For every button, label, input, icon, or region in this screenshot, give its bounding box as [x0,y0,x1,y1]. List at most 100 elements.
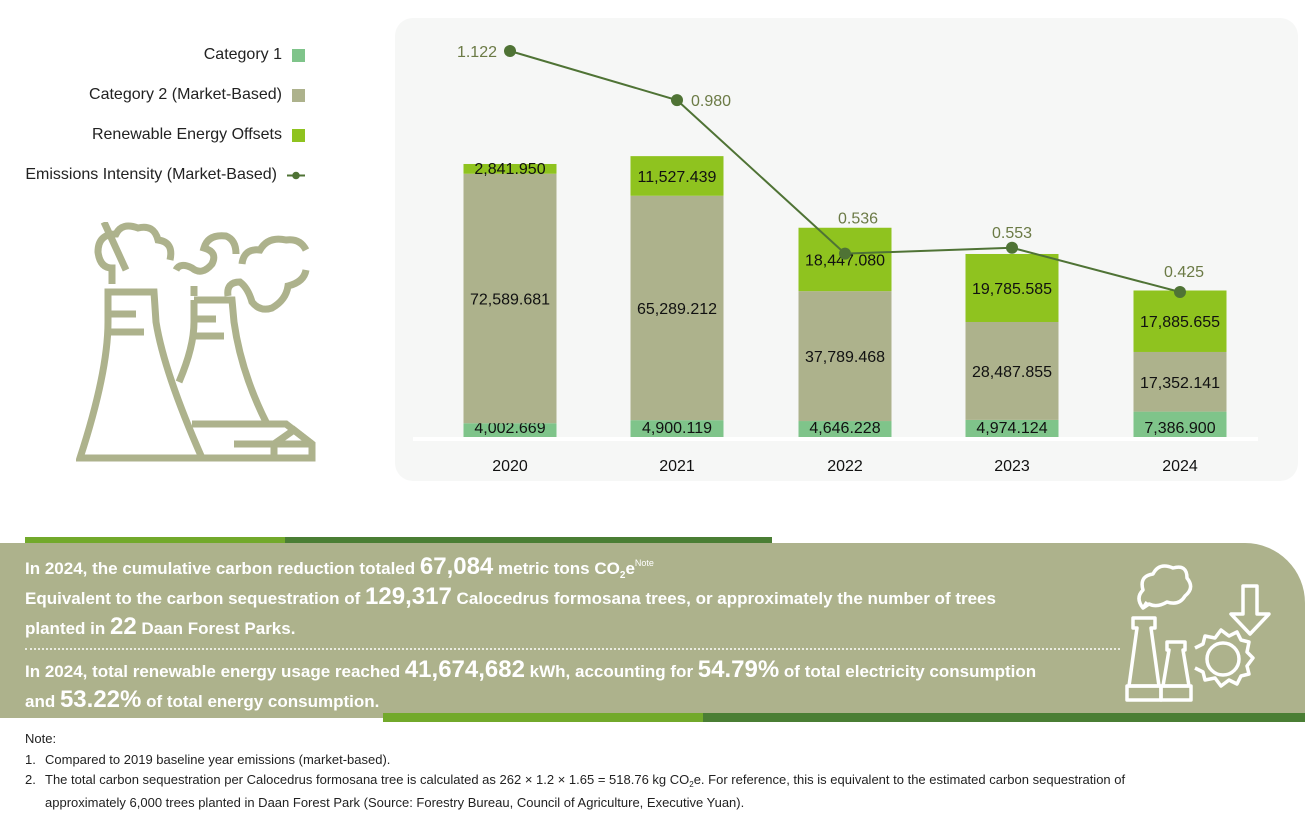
carbon-reduction-value: 67,084 [419,553,494,580]
legend-swatch-renewable-offsets [292,128,305,142]
note-item-2: 2. The total carbon sequestration per Ca… [25,770,1125,813]
text: The total carbon sequestration per Caloc… [45,772,690,787]
text: In 2024, the cumulative carbon reduction… [25,559,420,578]
bar-segment-category-1-2021 [630,420,724,437]
bar-value-label: 17,885.655 [1140,314,1220,331]
emissions-intensity-label: 0.536 [838,211,878,228]
summary-line-carbon-reduction: In 2024, the cumulative carbon reduction… [25,552,654,587]
text: kWh, accounting for [524,662,698,681]
legend-swatch-category-1 [292,48,305,62]
subscript: 2 [619,570,626,581]
energy-share-value: 53.22% [59,686,142,713]
notes-title: Note: [25,731,57,746]
bar-segment-category-1-2024 [1133,411,1227,437]
bar-segment-renewable-energy-offsets-2024 [1133,290,1227,352]
emissions-intensity-point [1006,241,1018,254]
bar-value-label: 17,352.141 [1140,375,1220,392]
emissions-intensity-label: 0.980 [691,93,731,110]
x-tick-label: 2024 [1162,458,1198,475]
factory-smoke-icon [76,222,316,462]
bottom-stripe-light [383,713,703,722]
legend-line-dot-icon [287,171,305,179]
bar-value-label: 7,386.900 [1144,420,1215,437]
bottom-stripe-dark [703,713,1305,722]
renewable-kwh-value: 41,674,682 [404,656,525,683]
electricity-share-value: 54.79% [697,656,780,683]
legend-item-emissions-intensity: Emissions Intensity (Market-Based) [25,165,305,185]
bar-segment-category-2-market-based--2020 [463,173,557,424]
bar-value-label: 11,527.439 [638,169,717,186]
legend-label: Renewable Energy Offsets [91,126,282,143]
factory-gear-down-arrow-icon [1125,564,1271,702]
x-tick-label: 2021 [659,458,695,475]
bar-value-label: 19,785.585 [972,281,1052,298]
legend-item-category-2: Category 2 (Market-Based) [89,85,305,105]
footnotes: Note: 1. Compared to 2019 baseline year … [25,729,1125,813]
summary-line-energy-share: and 53.22% of total energy consumption. [25,685,379,717]
text: of total energy consumption. [141,692,380,711]
subscript: 2 [689,780,694,789]
bar-value-label: 4,900.119 [642,420,712,437]
emissions-intensity-label: 0.553 [992,225,1032,242]
bar-segment-category-2-market-based--2023 [965,321,1059,420]
bar-segment-category-1-2023 [965,419,1059,437]
legend-label: Category 1 [203,46,282,63]
bar-segment-category-2-market-based--2021 [630,195,724,421]
note-text: Compared to 2019 baseline year emissions… [45,751,391,767]
bar-segment-category-2-market-based--2024 [1133,351,1227,412]
x-tick-label: 2022 [827,458,863,475]
parks-value: 22 [110,613,137,640]
x-tick-label: 2020 [492,458,528,475]
text: In 2024, total renewable energy usage re… [25,662,405,681]
top-stripe-dark [285,537,772,546]
emissions-intensity-point [671,94,683,107]
emissions-intensity-label: 1.122 [457,44,497,61]
bar-value-label: 28,487.855 [972,364,1052,381]
text: metric tons CO [493,559,620,578]
legend-item-category-1: Category 1 [204,45,305,65]
bar-value-label: 4,646.228 [809,420,880,437]
note-number: 2. [25,772,36,787]
note-item-1: 1. Compared to 2019 baseline year emissi… [25,750,1125,771]
bar-segment-category-1-2022 [798,421,892,437]
emissions-intensity-point [504,45,516,57]
text: e [625,559,635,578]
bar-segment-category-2-market-based--2022 [798,291,892,422]
summary-line-trees: Equivalent to the carbon sequestration o… [25,582,996,614]
bar-value-label: 65,289.212 [637,301,717,318]
bar-segment-renewable-energy-offsets-2020 [463,163,557,174]
note-number: 1. [25,751,36,767]
dotted-divider [25,648,1120,650]
legend-item-renewable-offsets: Renewable Energy Offsets [92,125,305,145]
x-tick-label: 2023 [994,458,1030,475]
emissions-intensity-point [1174,286,1186,299]
text: e. For reference, this is equivalent to … [693,772,1126,787]
summary-line-parks: planted in 22 Daan Forest Parks. [25,612,295,644]
bar-value-label: 4,002.669 [474,420,545,437]
bar-segment-renewable-energy-offsets-2023 [965,253,1059,322]
trees-value: 129,317 [365,583,452,610]
emissions-intensity-point [839,247,851,260]
legend-label: Emissions Intensity (Market-Based) [25,166,277,183]
bar-value-label: 72,589.681 [470,291,550,308]
text: approximately 6,000 trees planted in Daa… [45,794,745,810]
legend-label: Category 2 (Market-Based) [89,86,282,103]
bar-value-label: 4,974.124 [976,420,1047,437]
bar-segment-category-1-2020 [463,423,557,437]
bar-segment-renewable-energy-offsets-2021 [630,156,724,196]
text: Calocedrus formosana trees, or approxima… [451,589,996,608]
summary-line-renewable: In 2024, total renewable energy usage re… [25,655,1036,687]
emissions-intensity-label: 0.425 [1164,264,1204,281]
legend-swatch-category-2 [292,88,305,102]
bar-value-label: 2,841.950 [474,161,545,178]
text: of total electricity consumption [779,662,1037,681]
note-superscript: Note [634,558,654,568]
stacked-bar-line-chart: 4,002.669 72,589.681 2,841.950 2020 4,900.11… [456,44,1227,475]
note-text: The total carbon sequestration per Caloc… [45,770,1125,813]
bar-value-label: 18,447.080 [805,252,885,269]
top-stripe-light [25,537,285,546]
text: Daan Forest Parks. [136,619,296,638]
summary-band [0,543,1305,718]
text: planted in [25,619,110,638]
text: and [25,692,60,711]
